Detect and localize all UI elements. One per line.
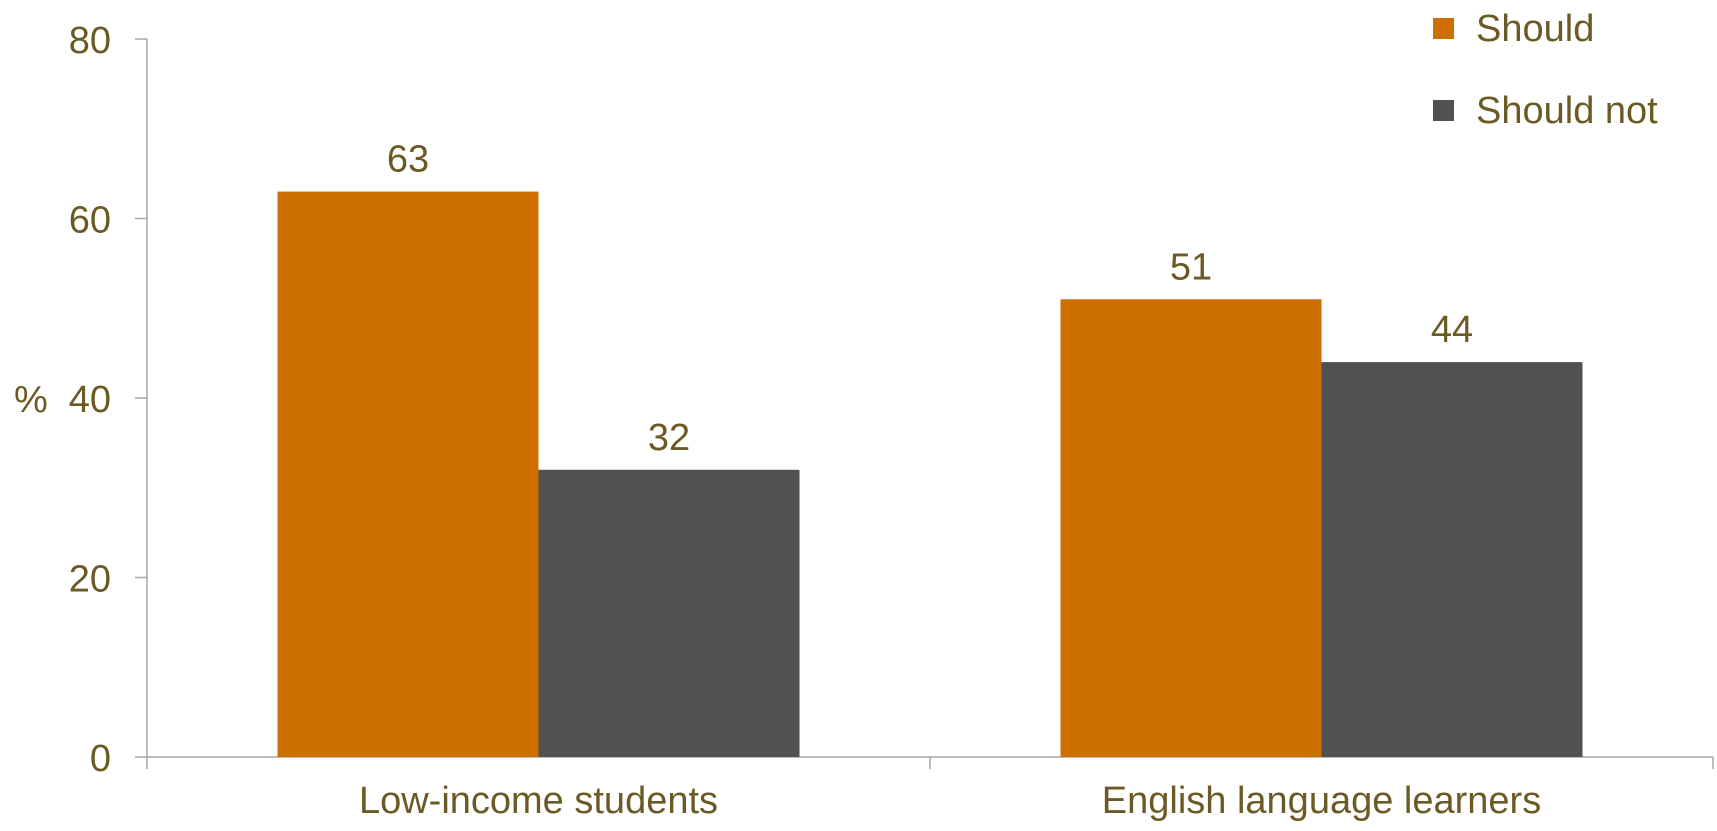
bar	[277, 191, 539, 757]
y-tick-label: 0	[90, 738, 111, 780]
x-category-label: Low-income students	[359, 780, 718, 822]
data-labels: 63 32 51 44	[387, 139, 1473, 459]
axes: 0 20 40 60 80% Low-income students English lan…	[14, 20, 1714, 822]
legend: Should Should not	[1433, 8, 1658, 132]
bars	[277, 191, 1583, 757]
legend-label: Should	[1476, 8, 1594, 50]
bar	[538, 469, 800, 757]
legend-swatch	[1433, 18, 1454, 39]
y-axis-label: %	[14, 379, 48, 421]
data-label: 51	[1170, 246, 1212, 288]
bar	[1060, 299, 1322, 757]
y-tick-label: 40	[69, 379, 111, 421]
data-label: 32	[648, 417, 690, 459]
bar	[1321, 362, 1583, 757]
y-tick-label: 80	[69, 20, 111, 62]
x-category-label: English language learners	[1102, 780, 1541, 822]
y-tick-label: 20	[69, 559, 111, 601]
y-tick-label: 60	[69, 200, 111, 242]
data-label: 44	[1431, 309, 1473, 351]
data-label: 63	[387, 139, 429, 181]
legend-label: Should not	[1476, 90, 1658, 132]
legend-swatch	[1433, 100, 1454, 121]
